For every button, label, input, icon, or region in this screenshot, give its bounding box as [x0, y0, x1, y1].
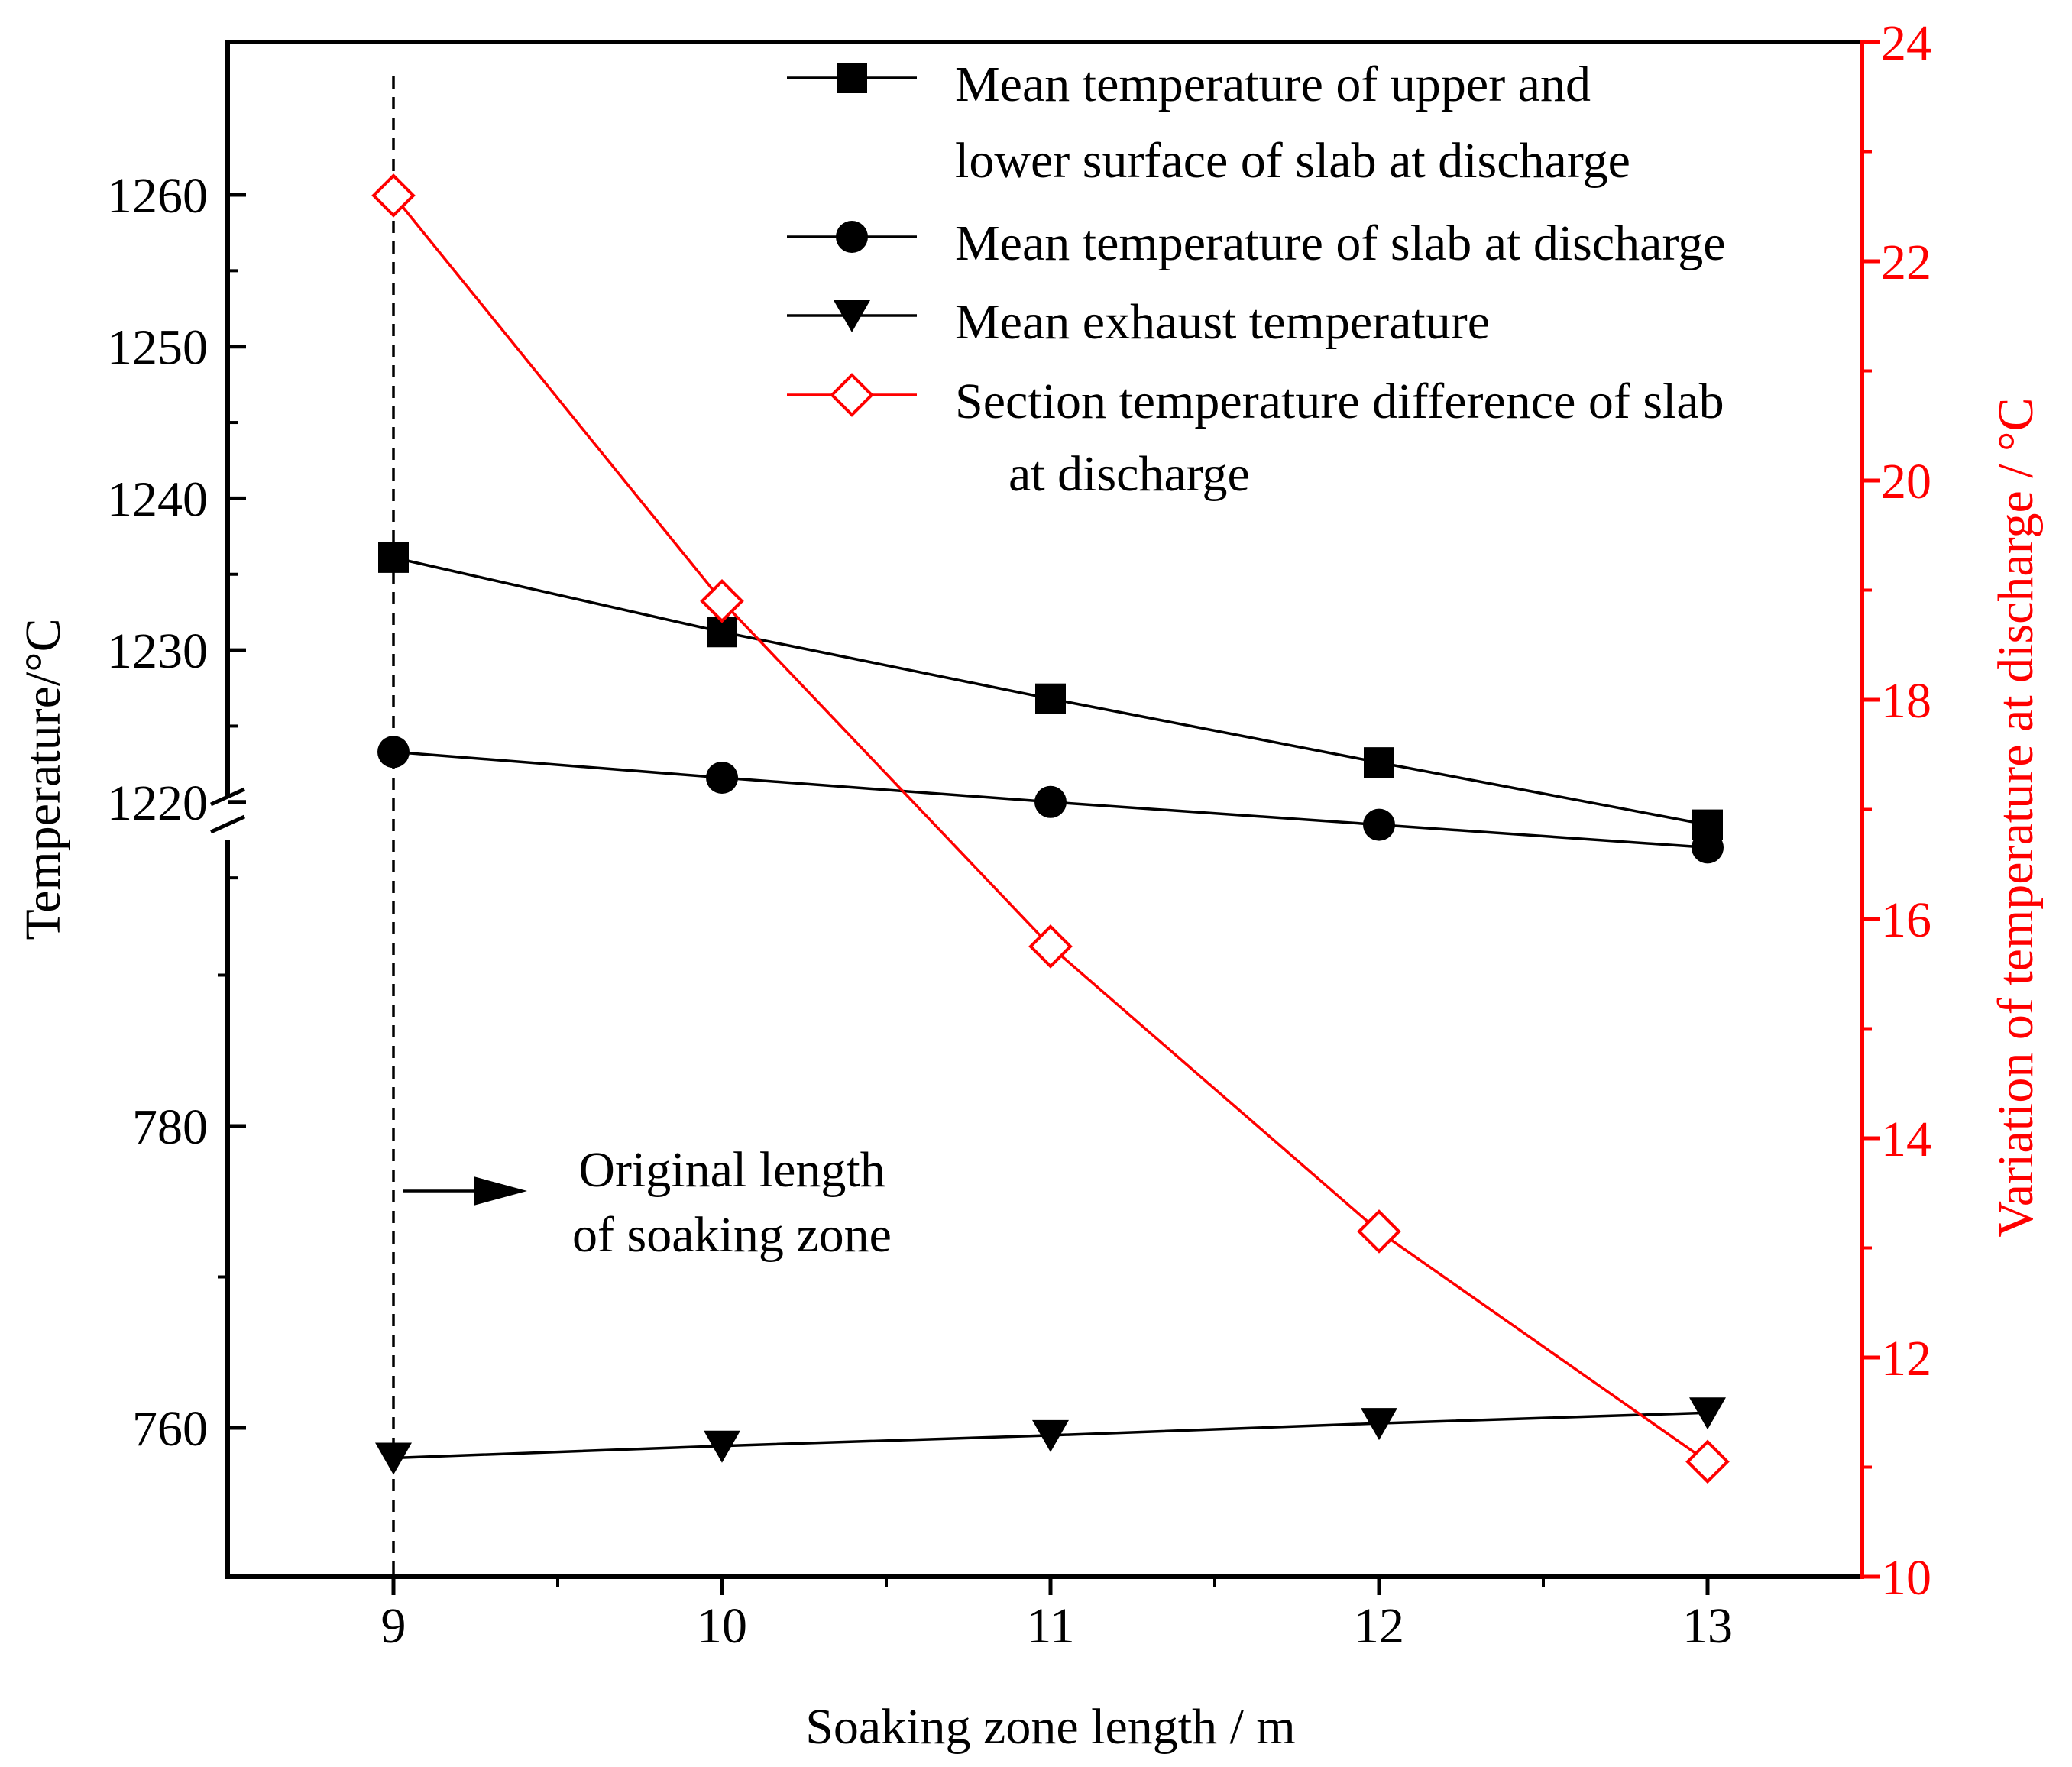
series-3-point: [1361, 1408, 1397, 1441]
annotation-text: Original length: [578, 1142, 885, 1198]
y-axis-title: Temperature/°C: [15, 618, 71, 940]
legend-marker: [834, 300, 870, 332]
series-2-point: [1363, 808, 1395, 841]
series-4-point: [371, 173, 416, 218]
x-axis-title: Soaking zone length / m: [805, 1699, 1296, 1755]
right-tick-label: 16: [1881, 892, 1931, 948]
legend-marker: [830, 373, 874, 417]
series-3-point: [375, 1442, 412, 1475]
legend-marker: [837, 63, 867, 93]
series-2-point: [1034, 785, 1067, 818]
legend-marker: [836, 221, 868, 253]
annotation-arrow-head: [474, 1176, 527, 1206]
legend-label: lower surface of slab at discharge: [955, 133, 1630, 189]
series-4-point: [1685, 1439, 1730, 1484]
series-3-point: [704, 1430, 740, 1463]
legend-label: Mean exhaust temperature: [955, 294, 1490, 350]
series-4-point: [700, 579, 744, 623]
x-tick-label: 10: [697, 1598, 747, 1654]
legend-label: at discharge: [1008, 446, 1250, 502]
series-1-point: [1035, 683, 1066, 714]
left-tick-label: 780: [132, 1099, 208, 1155]
x-tick-label: 11: [1026, 1598, 1075, 1654]
annotation-text: of soaking zone: [572, 1207, 892, 1263]
y2-axis-title: Variation of temperature at discharge / …: [1988, 397, 2044, 1237]
series-3-point: [1032, 1419, 1069, 1452]
right-tick-label: 24: [1881, 15, 1931, 71]
axis-break-mark: [209, 787, 246, 807]
series-2-point: [706, 762, 738, 795]
right-tick-label: 10: [1881, 1550, 1931, 1606]
right-tick-label: 12: [1881, 1331, 1931, 1387]
axis-break-mark: [209, 814, 246, 834]
x-tick-label: 9: [381, 1598, 406, 1654]
legend-label: Section temperature difference of slab: [955, 374, 1724, 429]
series-1-point: [1364, 747, 1394, 778]
x-tick-label: 12: [1354, 1598, 1404, 1654]
left-tick-label: 760: [132, 1401, 208, 1457]
left-tick-label: 1240: [107, 471, 208, 527]
right-tick-label: 18: [1881, 673, 1931, 729]
series-4-point: [1357, 1209, 1401, 1254]
left-tick-label: 1230: [107, 623, 208, 679]
right-tick-label: 14: [1881, 1112, 1931, 1167]
series-1-point: [378, 542, 409, 573]
x-tick-label: 13: [1682, 1598, 1733, 1654]
left-tick-label: 1260: [107, 168, 208, 224]
series-2-point: [1692, 831, 1724, 864]
left-tick-label: 1220: [107, 775, 208, 831]
right-tick-label: 22: [1881, 235, 1931, 290]
series-2-point: [377, 736, 410, 769]
left-tick-label: 1250: [107, 320, 208, 376]
series-3-point: [1689, 1397, 1726, 1430]
right-tick-label: 20: [1881, 454, 1931, 510]
legend-label: Mean temperature of upper and: [955, 57, 1591, 112]
legend-label: Mean temperature of slab at discharge: [955, 215, 1726, 271]
series-4-point: [1028, 924, 1073, 969]
